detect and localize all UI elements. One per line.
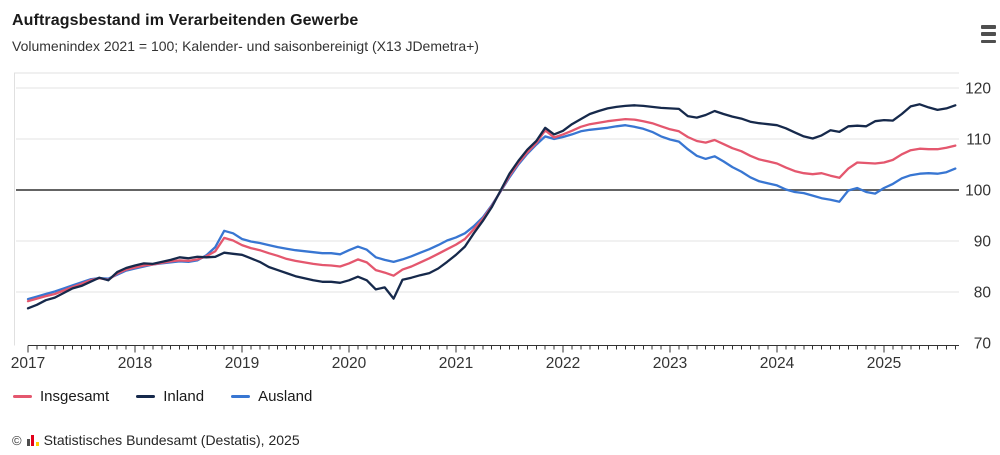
x-tick-label: 2017	[11, 355, 45, 372]
x-tick-label: 2025	[867, 355, 901, 372]
x-tick-label: 2018	[118, 355, 152, 372]
legend-item-ausland[interactable]: Ausland	[231, 388, 312, 405]
inland-line-swatch	[136, 395, 156, 398]
hamburger-menu-icon[interactable]	[981, 25, 998, 43]
legend-label: Inland	[163, 388, 205, 405]
ausland-line-swatch	[231, 395, 251, 398]
series-line-insgesamt[interactable]	[26, 117, 957, 303]
source-text: Statistisches Bundesamt (Destatis), 2025	[43, 432, 300, 448]
y-tick-label: 110	[966, 132, 991, 149]
x-tick-label: 2021	[439, 355, 473, 372]
source-note: © Statistisches Bundesamt (Destatis), 20…	[12, 432, 300, 448]
y-tick-label: 100	[965, 183, 991, 200]
chart-legend: Insgesamt Inland Ausland	[13, 388, 312, 405]
x-tick-label: 2019	[225, 355, 259, 372]
y-tick-label: 80	[974, 285, 992, 302]
chart-title: Auftragsbestand im Verarbeitenden Gewerb…	[12, 12, 359, 29]
chart-subtitle: Volumenindex 2021 = 100; Kalender- und s…	[12, 38, 479, 54]
x-tick-label: 2023	[653, 355, 687, 372]
legend-item-insgesamt[interactable]: Insgesamt	[13, 388, 109, 405]
copyright-symbol: ©	[12, 432, 22, 448]
y-tick-label: 70	[974, 336, 992, 353]
chart-plot-area[interactable]: 70 80 90 100 110 120 2017 2018 2019 2020 2021 2022 2…	[0, 0, 1000, 380]
series-line-ausland[interactable]	[26, 124, 957, 301]
legend-label: Insgesamt	[40, 388, 110, 405]
y-tick-label: 90	[974, 234, 992, 251]
insgesamt-line-swatch	[13, 395, 32, 398]
x-tick-label: 2020	[332, 355, 367, 372]
x-tick-label: 2024	[760, 355, 795, 372]
legend-label: Ausland	[258, 388, 313, 405]
series-line-inland[interactable]	[26, 103, 957, 310]
x-tick-label: 2022	[546, 355, 580, 372]
y-tick-label: 120	[965, 81, 991, 98]
destatis-logo-icon	[26, 434, 39, 446]
legend-item-inland[interactable]: Inland	[136, 388, 204, 405]
